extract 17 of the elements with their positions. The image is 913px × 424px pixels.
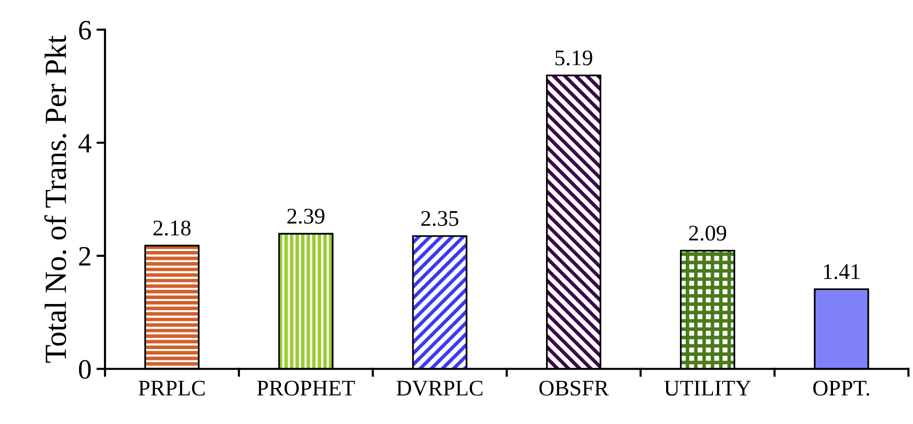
x-tick-label: OPPT. bbox=[813, 380, 870, 396]
data-label: 2.09 bbox=[689, 226, 726, 241]
x-tick-label: UTILITY bbox=[664, 380, 751, 396]
y-tick-label: 2 bbox=[79, 247, 90, 266]
y-axis-title: Total No. of Trans. Per Pkt bbox=[44, 35, 66, 363]
data-label: 2.39 bbox=[287, 208, 324, 224]
x-tick-label: OBSFR bbox=[539, 380, 609, 396]
data-label: 1.41 bbox=[824, 264, 860, 280]
x-tick-label: DVRPLC bbox=[396, 380, 482, 396]
y-tick-label: 6 bbox=[79, 20, 91, 40]
x-tick-label: PRPLC bbox=[138, 380, 205, 396]
y-tick-label: 4 bbox=[78, 134, 92, 152]
data-label: 2.35 bbox=[421, 211, 458, 226]
data-label: 5.19 bbox=[556, 50, 592, 66]
y-tick-label: 0 bbox=[78, 360, 91, 379]
data-label: 2.18 bbox=[153, 220, 191, 236]
x-tick-label: PROPHET bbox=[257, 380, 355, 396]
